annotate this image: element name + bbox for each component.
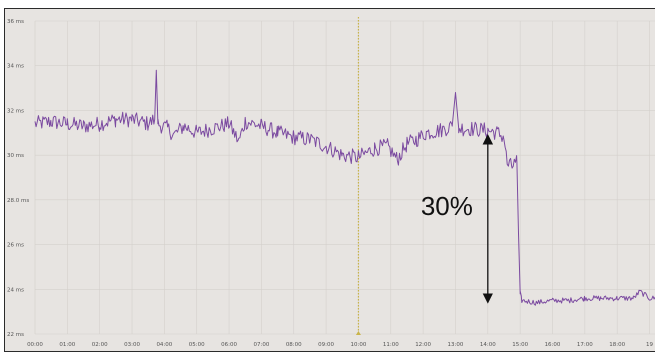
x-tick-label: 07:00 [253, 342, 269, 348]
y-tick-label: 36 ms [7, 19, 24, 25]
x-tick-label: 12:00 [415, 342, 431, 348]
x-tick-label: 03:00 [124, 342, 140, 348]
x-tick-label: 01:00 [59, 342, 75, 348]
latency-line-chart: 36 ms 34 ms 32 ms 30 ms 28.0 ms 26 ms 24 ms 22 … [7, 17, 655, 348]
x-tick-label: 17:00 [577, 342, 593, 348]
x-tick-label: 11:00 [383, 342, 399, 348]
y-tick-label: 32 ms [7, 108, 24, 114]
y-tick-label: 24 ms [7, 287, 24, 293]
percent-annotation: 30% [421, 191, 473, 221]
latency-series-line [34, 69, 655, 306]
y-tick-label: 34 ms [7, 64, 24, 70]
x-tick-label: 05:00 [189, 342, 205, 348]
x-tick-label: 15:00 [512, 342, 528, 348]
x-tick-label: 18:00 [609, 342, 625, 348]
x-tick-label: 19 [646, 342, 653, 348]
x-tick-label: 06:00 [221, 342, 237, 348]
x-tick-label: 09:00 [318, 342, 334, 348]
x-tick-label: 14:00 [480, 342, 496, 348]
x-tick-label: 08:00 [286, 342, 302, 348]
y-tick-label: 30 ms [7, 153, 24, 159]
time-marker-triangle [355, 331, 361, 335]
x-tick-label: 00:00 [27, 342, 43, 348]
x-tick-label: 16:00 [545, 342, 561, 348]
x-tick-label: 04:00 [156, 342, 172, 348]
y-tick-label: 26 ms [7, 243, 24, 249]
y-tick-label: 22 ms [7, 332, 24, 338]
y-tick-label: 28.0 ms [7, 198, 29, 204]
x-tick-label: 02:00 [92, 342, 108, 348]
chart-frame: 36 ms 34 ms 32 ms 30 ms 28.0 ms 26 ms 24 ms 22 … [4, 8, 655, 352]
x-tick-label: 13:00 [448, 342, 464, 348]
x-tick-label: 10:00 [351, 342, 367, 348]
